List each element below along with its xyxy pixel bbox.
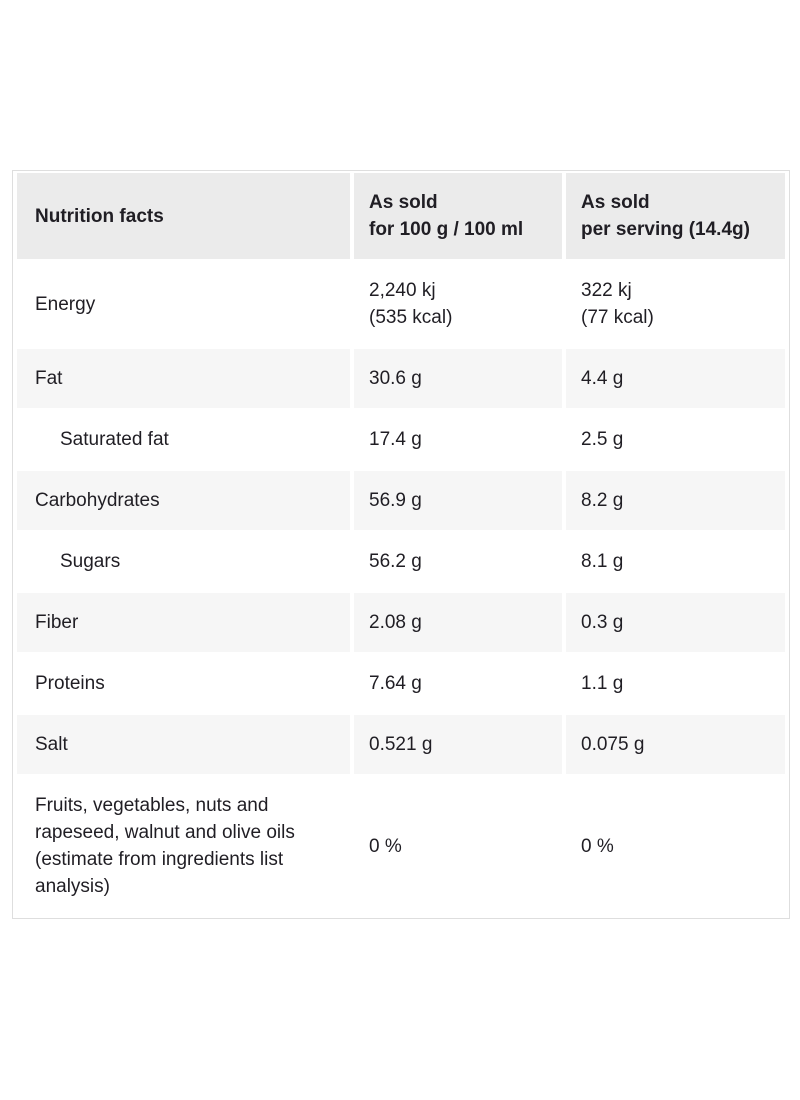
nutrient-value-per-100g: 56.9 g [354, 471, 562, 530]
value-line: 0.075 g [581, 734, 645, 755]
table-header-row: Nutrition facts As sold for 100 g / 100 … [17, 173, 785, 259]
value-line: 56.9 g [369, 490, 422, 511]
nutrient-value-per-serving: 4.4 g [566, 349, 785, 408]
nutrient-row: Carbohydrates 56.9 g 8.2 g [17, 471, 785, 530]
nutrient-label-text: Fat [35, 368, 63, 389]
nutrient-label: Proteins [17, 654, 350, 713]
nutrient-row: Proteins 7.64 g 1.1 g [17, 654, 785, 713]
nutrient-value-per-100g: 0 % [354, 776, 562, 916]
nutrient-label: Fruits, vegetables, nuts and rapeseed, w… [17, 776, 350, 916]
nutrition-table-body: Energy 2,240 kj (535 kcal) 322 kj (77 kcal… [17, 261, 785, 916]
nutrient-value-per-100g: 0.521 g [354, 715, 562, 774]
value-line: (77 kcal) [581, 307, 654, 328]
header-as-sold-per-serving-line2: per serving (14.4g) [581, 219, 750, 240]
value-line: 0.521 g [369, 734, 433, 755]
nutrient-label-text: Fruits, vegetables, nuts and rapeseed, w… [35, 795, 295, 897]
nutrient-label: Fat [17, 349, 350, 408]
value-line: 1.1 g [581, 673, 624, 694]
nutrition-facts-section: Nutrition facts As sold for 100 g / 100 … [12, 170, 790, 919]
nutrient-value-per-100g: 17.4 g [354, 410, 562, 469]
value-line: 2.5 g [581, 429, 624, 450]
value-line: 56.2 g [369, 551, 422, 572]
nutrient-value-per-serving: 1.1 g [566, 654, 785, 713]
nutrient-label: Fiber [17, 593, 350, 652]
nutrient-label-text: Proteins [35, 673, 105, 694]
value-line: 2.08 g [369, 612, 422, 633]
value-line: (535 kcal) [369, 307, 453, 328]
nutrient-row: Sugars 56.2 g 8.1 g [17, 532, 785, 591]
nutrient-row: Salt 0.521 g 0.075 g [17, 715, 785, 774]
nutrient-value-per-serving: 0 % [566, 776, 785, 916]
nutrient-value-per-100g: 2,240 kj (535 kcal) [354, 261, 562, 347]
nutrient-row: Fiber 2.08 g 0.3 g [17, 593, 785, 652]
value-line: 8.2 g [581, 490, 624, 511]
nutrient-value-per-serving: 2.5 g [566, 410, 785, 469]
value-line: 30.6 g [369, 368, 422, 389]
header-as-sold-per-100g-line1: As sold [369, 192, 438, 213]
nutrient-label-text: Saturated fat [60, 429, 169, 450]
nutrient-value-per-100g: 2.08 g [354, 593, 562, 652]
nutrient-label-text: Salt [35, 734, 68, 755]
nutrient-value-per-serving: 0.075 g [566, 715, 785, 774]
header-as-sold-per-100g-line2: for 100 g / 100 ml [369, 219, 524, 240]
nutrient-label-text: Carbohydrates [35, 490, 160, 511]
nutrient-value-per-100g: 56.2 g [354, 532, 562, 591]
value-line: 4.4 g [581, 368, 624, 389]
value-line: 8.1 g [581, 551, 624, 572]
nutrient-label: Salt [17, 715, 350, 774]
header-as-sold-per-serving-line1: As sold [581, 192, 650, 213]
nutrient-row: Fruits, vegetables, nuts and rapeseed, w… [17, 776, 785, 916]
nutrient-row: Saturated fat 17.4 g 2.5 g [17, 410, 785, 469]
value-line: 322 kj [581, 280, 632, 301]
nutrient-label-text: Fiber [35, 612, 79, 633]
value-line: 17.4 g [369, 429, 422, 450]
value-line: 0.3 g [581, 612, 624, 633]
nutrient-value-per-100g: 30.6 g [354, 349, 562, 408]
header-nutrition-facts: Nutrition facts [17, 173, 350, 259]
nutrient-value-per-serving: 322 kj (77 kcal) [566, 261, 785, 347]
header-as-sold-per-serving: As sold per serving (14.4g) [566, 173, 785, 259]
value-line: 2,240 kj [369, 280, 436, 301]
nutrient-value-per-serving: 0.3 g [566, 593, 785, 652]
nutrient-label: Sugars [17, 532, 350, 591]
value-line: 0 % [369, 835, 402, 857]
nutrient-label: Saturated fat [17, 410, 350, 469]
nutrient-label-text: Sugars [60, 551, 121, 572]
nutrient-label: Energy [17, 261, 350, 347]
nutrient-value-per-serving: 8.1 g [566, 532, 785, 591]
value-line: 7.64 g [369, 673, 422, 694]
value-line: 0 % [581, 835, 614, 857]
nutrient-value-per-serving: 8.2 g [566, 471, 785, 530]
nutrient-label: Carbohydrates [17, 471, 350, 530]
nutrient-label-text: Energy [35, 293, 96, 315]
nutrient-row: Energy 2,240 kj (535 kcal) 322 kj (77 kcal… [17, 261, 785, 347]
nutrient-value-per-100g: 7.64 g [354, 654, 562, 713]
nutrition-facts-table: Nutrition facts As sold for 100 g / 100 … [12, 170, 790, 919]
header-as-sold-per-100g: As sold for 100 g / 100 ml [354, 173, 562, 259]
nutrient-row: Fat 30.6 g 4.4 g [17, 349, 785, 408]
